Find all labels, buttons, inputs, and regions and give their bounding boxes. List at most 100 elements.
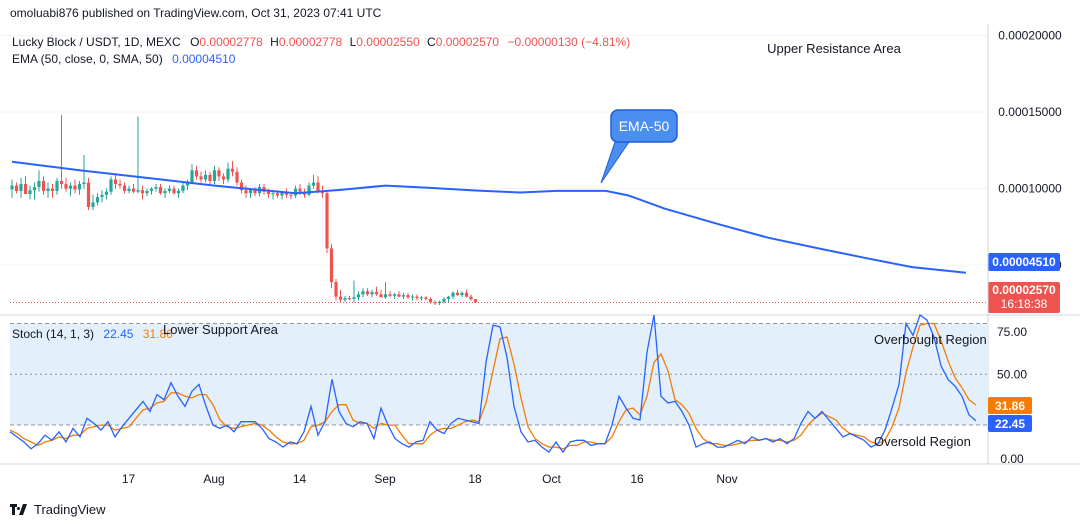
- stoch-tick-label: 75.00: [997, 325, 1027, 339]
- candle-body: [100, 194, 104, 198]
- candlestick-series: [10, 115, 478, 306]
- time-tick-label: Aug: [203, 472, 224, 486]
- candle-body: [55, 180, 59, 191]
- candle-body: [230, 168, 235, 172]
- time-tick-label: Sep: [374, 472, 396, 486]
- candle-body: [109, 179, 113, 192]
- stoch-tick-label: 50.00: [997, 367, 1027, 381]
- candle-body: [41, 180, 46, 191]
- candle-body: [176, 190, 181, 194]
- tradingview-logo-icon: [10, 503, 28, 516]
- candle-body: [190, 170, 194, 183]
- time-tick-label: 18: [468, 472, 482, 486]
- candle-body: [131, 188, 136, 192]
- candle-body: [473, 299, 478, 303]
- time-tick-label: 16: [630, 472, 644, 486]
- price-tick-label: 0.00015000: [998, 105, 1062, 119]
- symbol-title: Lucky Block / USDT, 1D, MEXC: [12, 35, 181, 49]
- candle-body: [383, 294, 388, 298]
- candle-body: [410, 296, 415, 298]
- candle-body: [388, 294, 392, 296]
- candle-body: [266, 191, 271, 195]
- candle-body: [325, 193, 329, 249]
- stoch-grid: [10, 322, 988, 426]
- tradingview-logo[interactable]: TradingView: [10, 502, 106, 517]
- candle-body: [311, 182, 316, 186]
- candle-body: [217, 170, 221, 177]
- chart-canvas[interactable]: Upper Resistance Area EMA-50 Lucky Block…: [0, 24, 1080, 500]
- stoch-axis[interactable]: 75.00 50.00 0.00: [997, 325, 1027, 466]
- ema-price-tag-text: 0.00004510: [992, 255, 1056, 269]
- candle-body: [199, 176, 203, 180]
- candle-body: [73, 185, 77, 190]
- candle-body: [446, 296, 451, 299]
- candle-body: [289, 194, 293, 196]
- candle-body: [316, 182, 320, 191]
- candle-body: [428, 298, 433, 303]
- candle-body: [167, 188, 172, 191]
- candle-body: [365, 291, 370, 295]
- candle-body: [140, 190, 145, 194]
- candle-body: [442, 298, 446, 302]
- candle-body: [37, 180, 41, 188]
- candle-body: [293, 188, 298, 196]
- candle-body: [82, 182, 86, 185]
- stoch-tick-label: 0.00: [1000, 452, 1024, 466]
- stoch-d-tag-text: 31.86: [995, 399, 1025, 413]
- stoch-k-line: [9, 313, 977, 454]
- candle-body: [122, 185, 127, 191]
- candle-body: [68, 185, 73, 189]
- candle-body: [397, 294, 401, 297]
- upper-resistance-annotation: Upper Resistance Area: [767, 41, 901, 56]
- candle-body: [280, 192, 284, 196]
- last-price-tag: 0.00002570 16:18:38: [988, 282, 1060, 313]
- countdown-text: 16:18:38: [1001, 297, 1048, 311]
- time-tick-label: 17: [122, 472, 136, 486]
- ema-50-line: [11, 160, 967, 274]
- publish-header: omoluabi876 published on TradingView.com…: [10, 6, 382, 20]
- candle-body: [235, 171, 239, 183]
- candle-body: [208, 174, 212, 181]
- candle-body: [149, 188, 154, 191]
- candle-body: [32, 187, 37, 191]
- price-tick-label: 0.00010000: [998, 182, 1062, 196]
- candle-body: [77, 184, 82, 190]
- candle-body: [379, 294, 383, 298]
- ema-price-tag: 0.00004510: [988, 253, 1060, 271]
- candle-body: [334, 282, 338, 297]
- ema-50-callout-label: EMA-50: [619, 118, 670, 134]
- candle-body: [392, 294, 397, 296]
- candle-body: [118, 184, 122, 186]
- time-axis[interactable]: 17 Aug 14 Sep 18 Oct 16 Nov: [122, 472, 738, 486]
- candle-body: [239, 182, 244, 191]
- candle-body: [248, 190, 253, 194]
- stoch-k-tag: 22.45: [988, 415, 1032, 432]
- candle-body: [338, 296, 343, 300]
- candle-body: [203, 174, 208, 180]
- candle-body: [194, 170, 199, 177]
- time-tick-label: Oct: [542, 472, 561, 486]
- candle-body: [347, 298, 352, 300]
- candle-body: [59, 180, 64, 185]
- candle-body: [163, 190, 167, 194]
- last-price-tag-text: 0.00002570: [992, 283, 1056, 297]
- ohlc-legend: Lucky Block / USDT, 1D, MEXC O0.00002778…: [12, 35, 630, 49]
- candle-body: [50, 188, 55, 191]
- candle-body: [95, 197, 100, 203]
- candle-body: [172, 188, 176, 194]
- main-price-grid: [0, 34, 988, 266]
- candle-body: [370, 292, 374, 295]
- candle-body: [352, 297, 356, 299]
- candle-body: [10, 185, 14, 190]
- overbought-label: Overbought Region: [874, 332, 987, 347]
- candle-body: [23, 184, 28, 195]
- candle-body: [298, 188, 302, 192]
- ema-50-callout: EMA-50: [600, 109, 678, 184]
- candle-body: [158, 187, 163, 194]
- candle-body: [113, 179, 118, 185]
- candle-body: [469, 296, 473, 300]
- candle-body: [275, 193, 280, 196]
- candle-body: [307, 185, 311, 195]
- stoch-legend: Stoch (14, 1, 3) 22.45 31.86: [12, 327, 173, 341]
